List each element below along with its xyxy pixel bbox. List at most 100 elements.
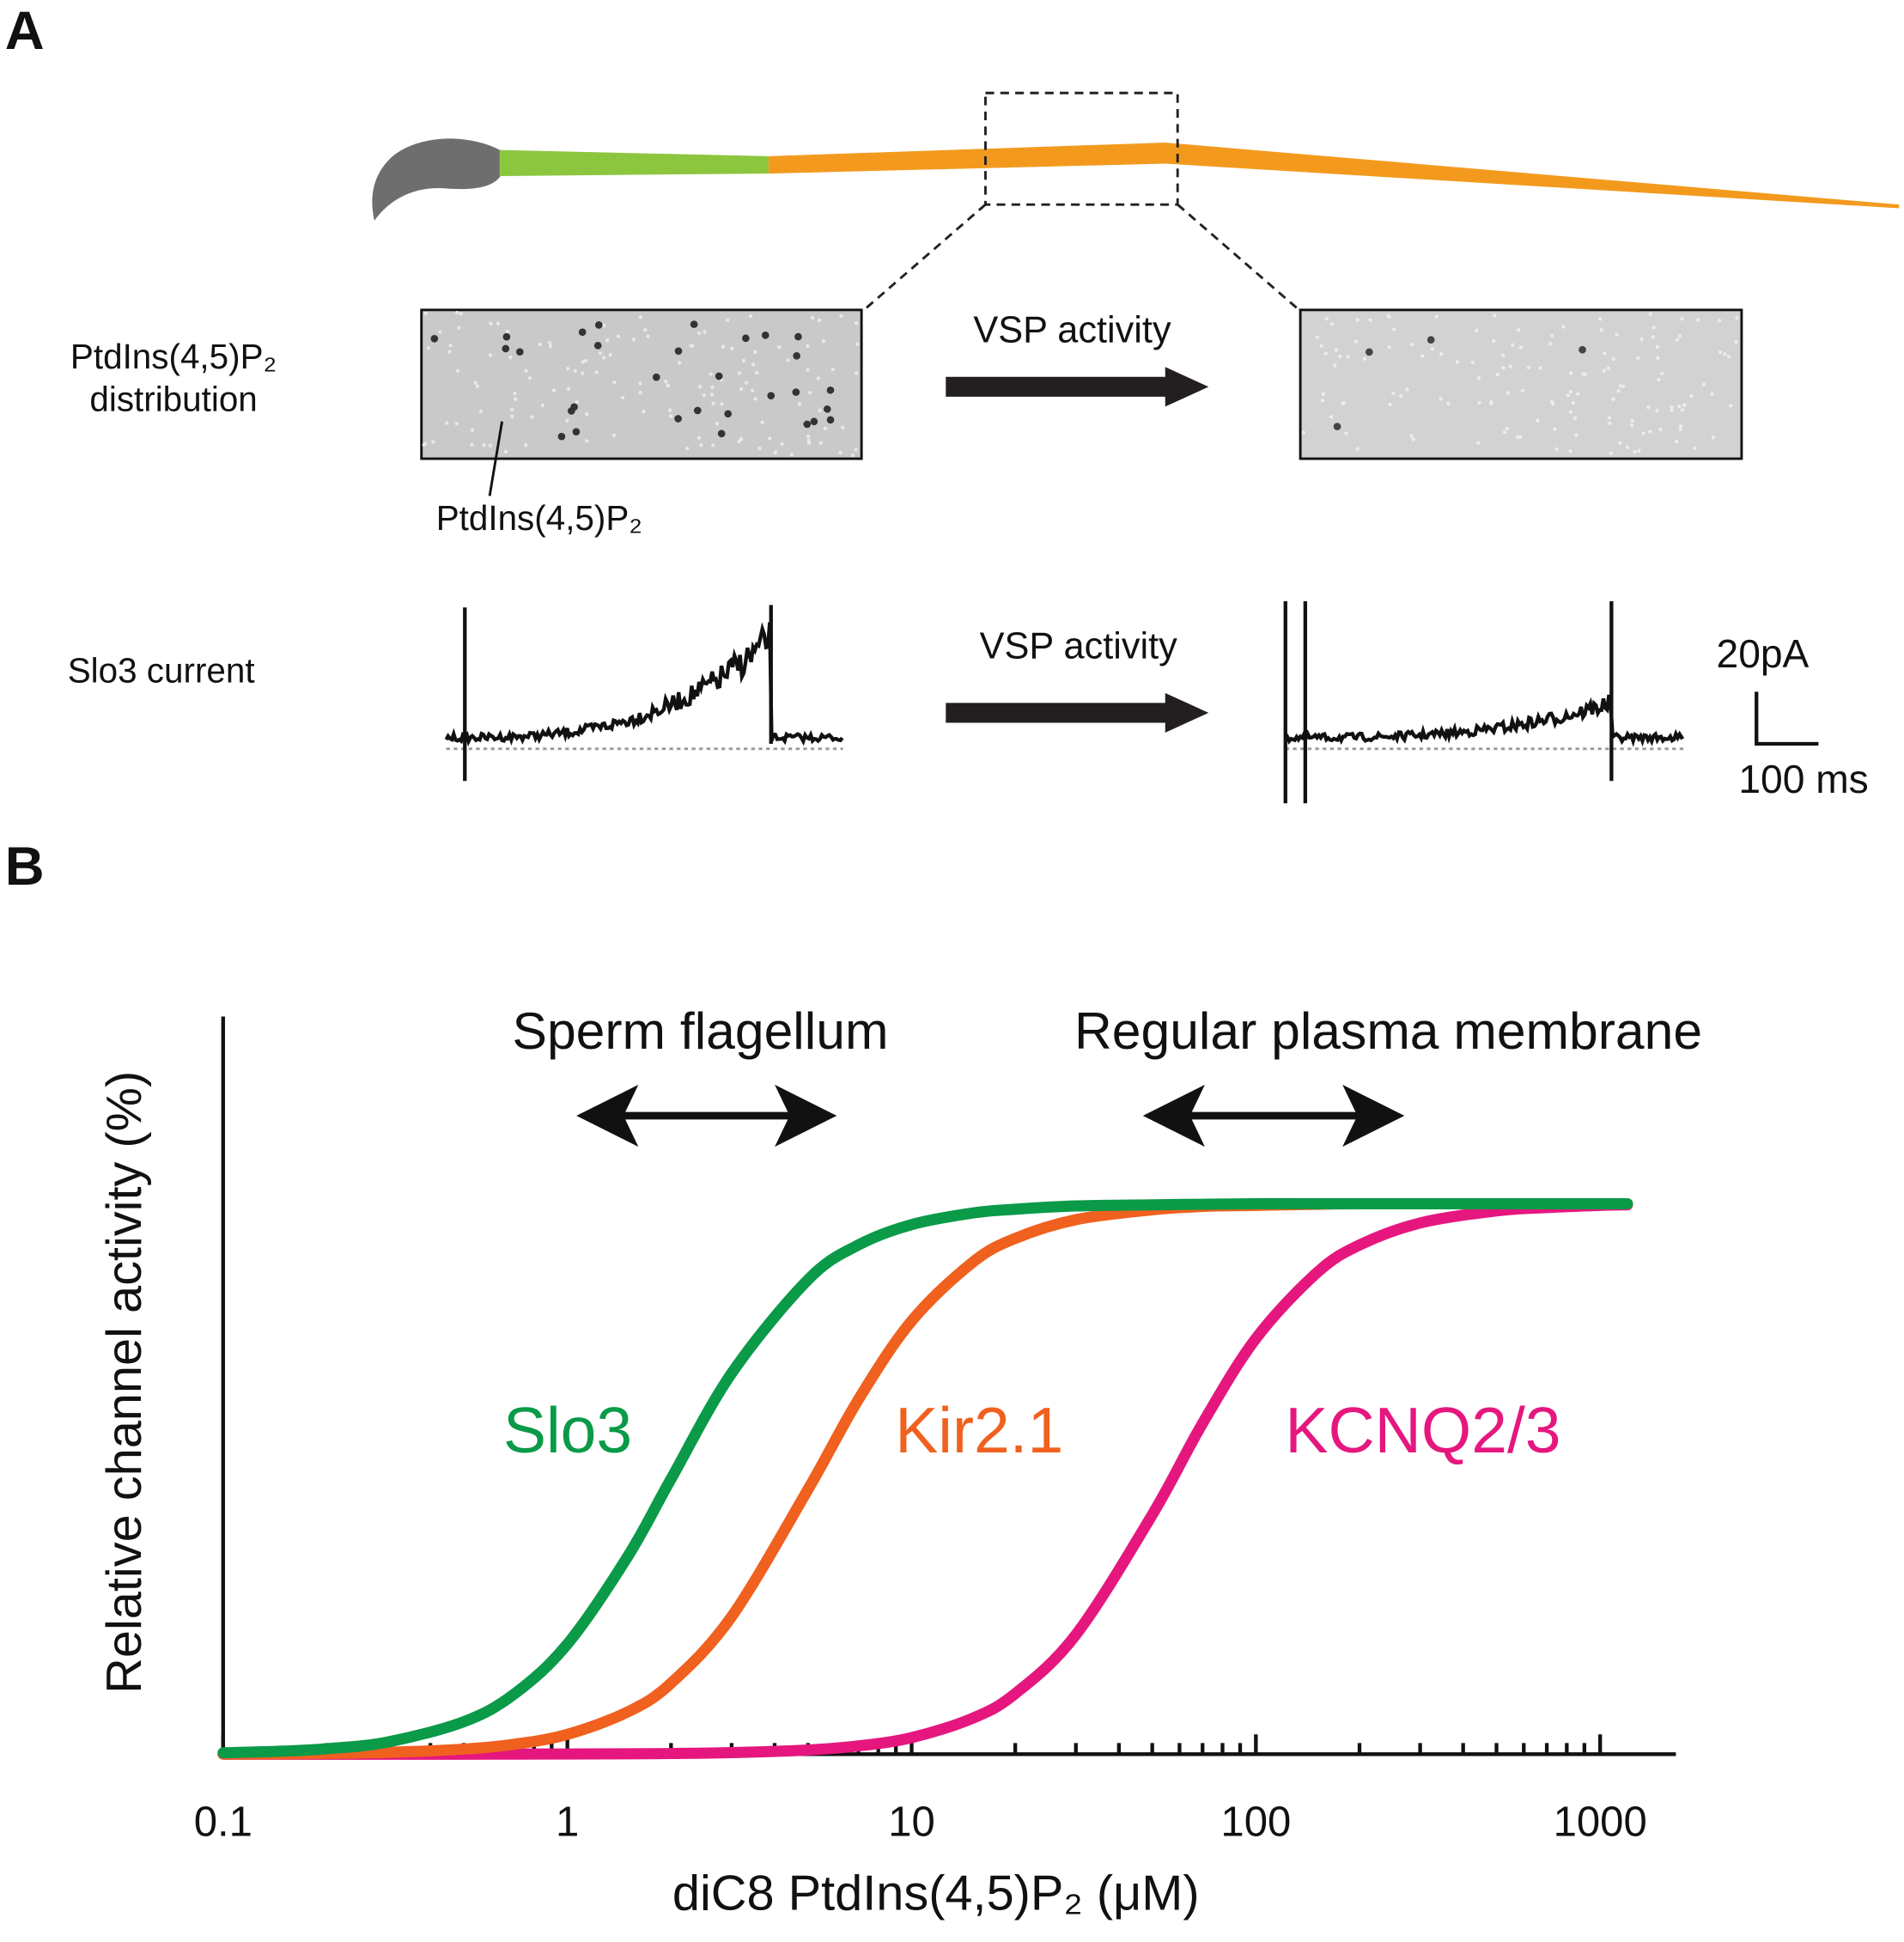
speckle bbox=[1501, 366, 1506, 370]
speckle bbox=[1324, 316, 1329, 321]
speckle bbox=[751, 388, 755, 393]
particle bbox=[430, 334, 439, 343]
speckle bbox=[810, 315, 815, 320]
speckle bbox=[1446, 401, 1451, 406]
particle bbox=[1579, 345, 1586, 354]
speckle bbox=[1571, 400, 1576, 405]
speckle bbox=[444, 421, 449, 425]
speckle bbox=[1399, 393, 1403, 399]
speckle bbox=[1658, 427, 1663, 432]
particle bbox=[792, 388, 800, 396]
speckle bbox=[1625, 445, 1630, 449]
flagellum bbox=[768, 142, 1900, 209]
micrograph bbox=[1299, 308, 1743, 460]
speckle bbox=[1476, 376, 1481, 380]
speckle bbox=[581, 360, 585, 364]
speckle bbox=[1618, 384, 1623, 388]
speckle bbox=[1477, 400, 1481, 405]
speckle bbox=[1723, 352, 1727, 356]
speckle bbox=[1489, 399, 1493, 405]
speckle bbox=[709, 372, 713, 376]
speckle bbox=[1329, 415, 1334, 419]
speckle bbox=[1710, 392, 1714, 397]
speckle bbox=[1674, 439, 1679, 444]
speckle bbox=[510, 414, 514, 418]
speckle bbox=[1609, 451, 1613, 456]
speckle bbox=[1729, 404, 1733, 408]
speckle bbox=[1420, 354, 1425, 358]
speckle bbox=[540, 403, 544, 408]
speckle bbox=[690, 344, 695, 348]
speckle bbox=[855, 371, 859, 375]
speckle bbox=[684, 446, 690, 451]
double-arrow bbox=[1142, 1084, 1405, 1148]
speckle bbox=[1717, 319, 1722, 323]
particle bbox=[652, 373, 660, 381]
speckle bbox=[601, 356, 606, 360]
speckle bbox=[697, 384, 703, 389]
particle bbox=[823, 405, 831, 413]
speckle bbox=[1405, 387, 1409, 392]
speckle bbox=[1334, 348, 1339, 352]
zoom-line bbox=[1177, 204, 1300, 311]
speckle bbox=[757, 446, 762, 451]
particle bbox=[793, 351, 800, 360]
speckle bbox=[565, 418, 569, 423]
x-tick-label: 10 bbox=[888, 1799, 935, 1846]
particle bbox=[826, 387, 835, 394]
speckle bbox=[816, 376, 821, 380]
speckle bbox=[748, 314, 753, 319]
speckle bbox=[1495, 372, 1500, 377]
speckle bbox=[566, 387, 571, 391]
speckle bbox=[1678, 423, 1683, 429]
particle bbox=[724, 410, 733, 418]
speckle bbox=[470, 428, 475, 433]
speckle bbox=[1411, 437, 1415, 441]
speckle bbox=[1387, 345, 1391, 350]
speckle bbox=[1439, 352, 1444, 356]
speckle bbox=[677, 361, 682, 365]
speckle bbox=[1568, 449, 1572, 454]
speckle bbox=[1611, 356, 1615, 362]
particle bbox=[674, 347, 683, 356]
trace bbox=[1283, 694, 1685, 747]
x-tick-label: 0.1 bbox=[194, 1799, 252, 1846]
arrow-label: VSP activity bbox=[980, 625, 1178, 667]
speckle bbox=[1502, 429, 1507, 435]
speckle bbox=[1569, 371, 1573, 375]
speckle bbox=[1607, 416, 1612, 420]
speckle bbox=[638, 390, 642, 395]
speckle bbox=[854, 321, 859, 326]
panel-label: A bbox=[5, 1, 45, 61]
speckle bbox=[1670, 405, 1674, 410]
speckle bbox=[646, 334, 650, 338]
speckle bbox=[1526, 365, 1531, 370]
speckle bbox=[739, 437, 744, 441]
speckle bbox=[489, 321, 493, 326]
trace bbox=[444, 622, 844, 747]
speckle bbox=[1505, 426, 1509, 431]
speckle bbox=[1430, 347, 1435, 351]
speckle bbox=[721, 344, 726, 349]
speckle bbox=[1492, 338, 1496, 344]
speckle bbox=[1695, 318, 1700, 322]
speckle bbox=[697, 435, 702, 440]
speckle bbox=[426, 346, 431, 350]
speckle bbox=[1506, 391, 1510, 395]
y-axis-label: Relative channel activity (%) bbox=[97, 1071, 152, 1694]
speckle bbox=[1355, 318, 1360, 322]
speckle bbox=[1734, 339, 1738, 344]
particle bbox=[674, 415, 682, 423]
speckle bbox=[773, 450, 777, 455]
speckle bbox=[1639, 337, 1644, 341]
speckle bbox=[642, 409, 646, 414]
speckle bbox=[573, 368, 578, 374]
zoom-line bbox=[863, 204, 987, 311]
speckle bbox=[513, 392, 517, 396]
speckle bbox=[1391, 391, 1396, 396]
speckle bbox=[1388, 402, 1392, 407]
speckle bbox=[1718, 350, 1723, 355]
speckle bbox=[524, 368, 528, 373]
speckle bbox=[1602, 368, 1607, 373]
speckle bbox=[855, 342, 860, 346]
